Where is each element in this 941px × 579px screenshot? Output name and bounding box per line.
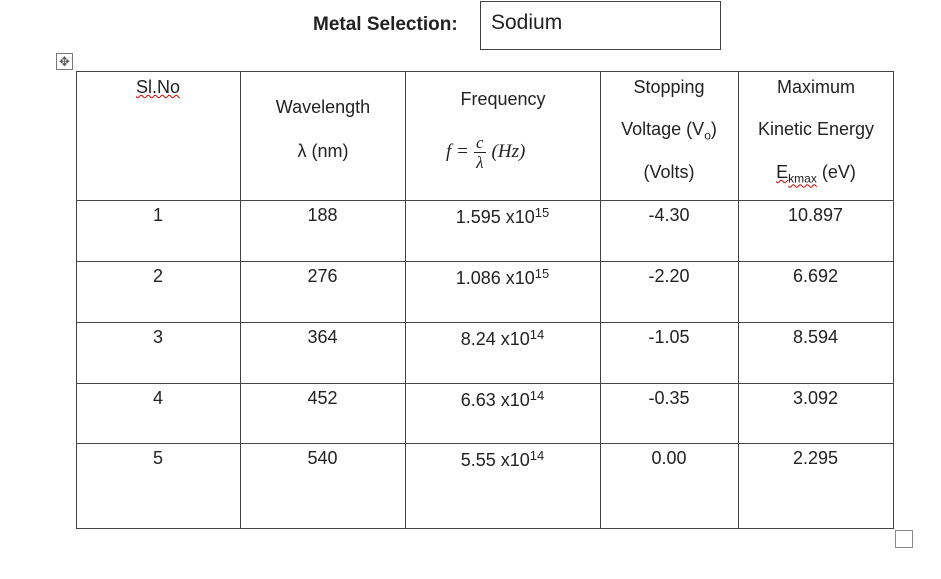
table-cell: 276: [307, 266, 338, 286]
row-border: [76, 528, 894, 529]
header-text: o: [704, 128, 711, 143]
header-cell: Stopping: [633, 77, 705, 97]
cell-exponent: 15: [534, 205, 550, 220]
row-border: [76, 383, 894, 384]
table-cell: 452: [307, 388, 338, 408]
table-cell: -4.30: [648, 205, 690, 225]
cell-text: 1.086 x10: [455, 268, 535, 288]
header-cell: (Volts): [643, 162, 695, 182]
table-cell: 188: [307, 205, 338, 225]
table-cell: 540: [307, 448, 338, 468]
cell-exponent: 14: [529, 327, 545, 342]
header-cell: λ (nm): [297, 141, 349, 161]
cell-text: 1.595 x10: [455, 207, 535, 227]
header-cell: Maximum: [776, 77, 856, 97]
table-cell: 8.24 x1014: [461, 327, 545, 350]
table-cell: 1: [152, 205, 164, 225]
table-cell: 8.594: [792, 327, 839, 347]
header-text: kmax: [788, 171, 817, 186]
column-border: [240, 71, 241, 529]
row-border: [76, 71, 894, 72]
header-text: (eV): [821, 162, 856, 182]
formula-text: c: [474, 132, 486, 153]
row-border: [76, 443, 894, 444]
header-text: E: [776, 162, 789, 182]
column-border: [405, 71, 406, 529]
column-border: [893, 71, 894, 529]
row-border: [76, 322, 894, 323]
formula-text: f: [446, 141, 452, 162]
table-cell: 0.00: [651, 448, 687, 468]
column-border: [738, 71, 739, 529]
header-cell: Voltage (Vo): [621, 119, 717, 143]
header-cell: Wavelength: [275, 97, 371, 117]
table-cell: 6.692: [792, 266, 839, 286]
table-cell: -0.35: [648, 388, 690, 408]
table-cell: 10.897: [787, 205, 844, 225]
header-cell: Ekmax (eV): [776, 162, 856, 186]
row-border: [76, 261, 894, 262]
header-cell: Kinetic Energy: [757, 119, 875, 139]
formula-text: =: [457, 141, 468, 162]
header-cell: Sl.No: [135, 77, 181, 97]
cell-text: 5.55 x10: [460, 450, 530, 470]
column-border: [76, 71, 77, 529]
table-cell: 2.295: [792, 448, 839, 468]
table-cell: -1.05: [648, 327, 690, 347]
header-text: ): [710, 119, 717, 139]
table-cell: 1.595 x1015: [456, 205, 550, 228]
formula-text: λ: [476, 152, 484, 172]
formula-text: (Hz): [491, 141, 526, 162]
table-cell: 3.092: [792, 388, 839, 408]
column-border: [600, 71, 601, 529]
table-cell: 6.63 x1014: [461, 388, 545, 411]
cell-text: 6.63 x10: [460, 390, 530, 410]
header-cell: Frequency: [460, 89, 546, 109]
cell-exponent: 15: [534, 266, 550, 281]
table-cell: -2.20: [648, 266, 690, 286]
table-cell: 5.55 x1014: [461, 448, 545, 471]
move-handle[interactable]: ✥: [56, 53, 73, 70]
table-cell: 364: [307, 327, 338, 347]
metal-label: Metal Selection:: [313, 14, 458, 35]
table-cell: 1.086 x1015: [456, 266, 550, 289]
table-cell: 4: [152, 388, 164, 408]
fraction: c λ: [474, 133, 486, 172]
table-cell: 5: [152, 448, 164, 468]
row-border: [76, 200, 894, 201]
metal-input[interactable]: Sodium: [480, 1, 721, 50]
table-cell: 3: [152, 327, 164, 347]
cell-exponent: 14: [529, 388, 545, 403]
resize-handle[interactable]: [895, 530, 913, 548]
cell-exponent: 14: [529, 448, 545, 463]
cell-text: 8.24 x10: [460, 329, 530, 349]
frequency-formula: f = c λ (Hz): [446, 124, 525, 180]
table-cell: 2: [152, 266, 164, 286]
header-text: Voltage (V: [621, 119, 705, 139]
